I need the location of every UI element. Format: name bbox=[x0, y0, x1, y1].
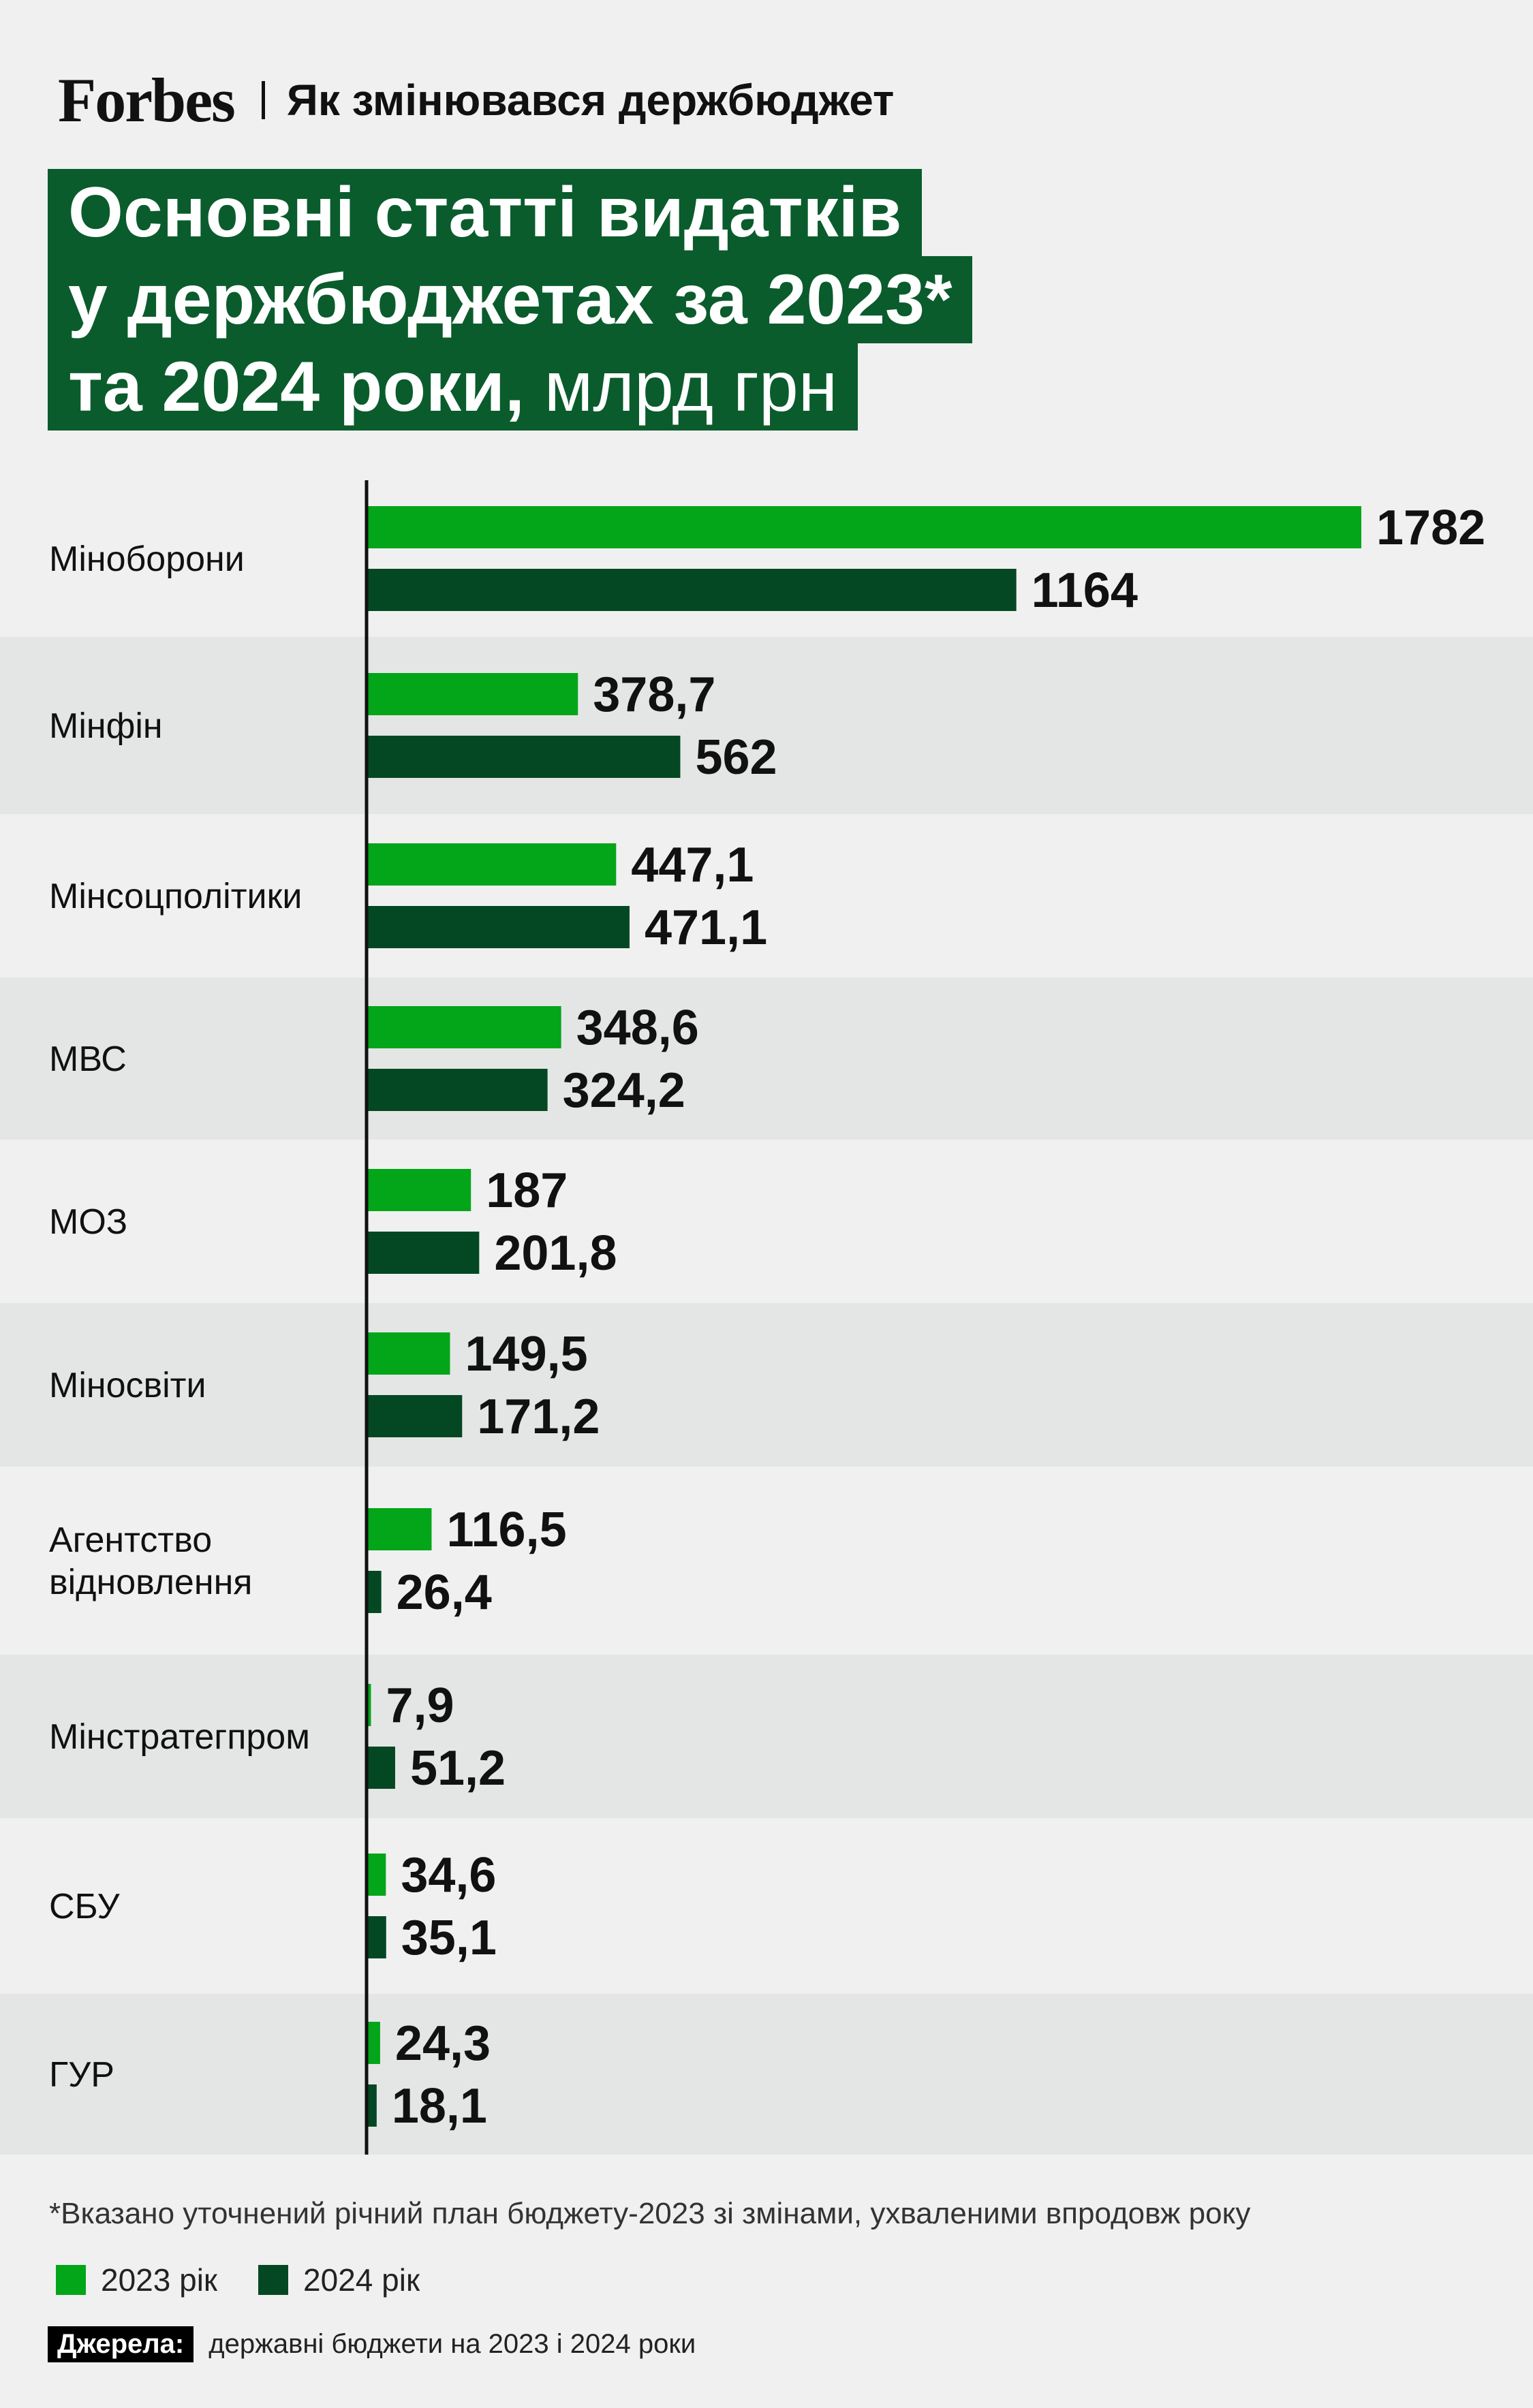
value-label-2024: 1164 bbox=[1032, 563, 1138, 618]
value-label-2024: 324,2 bbox=[563, 1063, 685, 1118]
source-text: державні бюджети на 2023 і 2024 роки bbox=[208, 2329, 696, 2359]
value-label-2024: 471,1 bbox=[645, 901, 767, 955]
title-line-3-main: та 2024 роки, bbox=[68, 347, 525, 426]
legend-swatch-2024 bbox=[258, 2265, 289, 2295]
value-label-2024: 26,4 bbox=[397, 1565, 492, 1620]
bar-2023 bbox=[367, 1684, 371, 1726]
value-label-2023: 24,3 bbox=[395, 2016, 491, 2071]
value-label-2023: 348,6 bbox=[576, 1001, 699, 1055]
legend-label-2023: 2023 рік bbox=[101, 2262, 218, 2298]
legend-swatch-2023 bbox=[56, 2265, 86, 2295]
bar-2024 bbox=[367, 2084, 377, 2127]
legend-label-2024: 2024 рік bbox=[303, 2262, 420, 2298]
bar-2024 bbox=[367, 906, 630, 948]
title-line-2: у держбюджетах за 2023* bbox=[48, 256, 973, 343]
bar-2024 bbox=[367, 1747, 395, 1789]
row-band bbox=[0, 978, 1533, 1140]
value-label-2023: 1782 bbox=[1376, 501, 1485, 555]
bar-2023 bbox=[367, 1508, 432, 1550]
bar-2024 bbox=[367, 1916, 386, 1958]
bar-2024 bbox=[367, 1571, 382, 1613]
value-label-2024: 18,1 bbox=[392, 2079, 487, 2133]
category-label: МВС bbox=[49, 1039, 127, 1079]
row-band bbox=[0, 1303, 1533, 1467]
category-label: Агентство bbox=[49, 1520, 212, 1560]
bar-2023 bbox=[367, 1169, 471, 1211]
value-label-2024: 201,8 bbox=[494, 1226, 617, 1281]
category-label: МОЗ bbox=[49, 1202, 127, 1242]
legend-item-2024: 2024 рік bbox=[258, 2262, 420, 2298]
value-label-2023: 447,1 bbox=[631, 838, 754, 892]
footnote: *Вказано уточнений річний план бюджету-2… bbox=[49, 2197, 1251, 2230]
bar-2023 bbox=[367, 673, 578, 715]
title-unit: млрд грн bbox=[524, 347, 838, 426]
row-band bbox=[0, 1655, 1533, 1818]
row-band bbox=[0, 637, 1533, 814]
bar-2024 bbox=[367, 1395, 463, 1437]
forbes-logo: Forbes bbox=[58, 65, 236, 135]
category-label: Міноборони bbox=[49, 540, 245, 579]
value-label-2023: 378,7 bbox=[593, 668, 715, 722]
category-label: Мінфін bbox=[49, 706, 163, 746]
bar-2023 bbox=[367, 2022, 380, 2064]
value-label-2023: 7,9 bbox=[386, 1678, 454, 1733]
bar-2023 bbox=[367, 1854, 386, 1896]
bar-2024 bbox=[367, 736, 681, 778]
legend-item-2023: 2023 рік bbox=[56, 2262, 217, 2298]
bar-2024 bbox=[367, 569, 1017, 611]
category-label: Мінстратегпром bbox=[49, 1717, 310, 1757]
bar-2023 bbox=[367, 506, 1361, 548]
value-label-2024: 51,2 bbox=[410, 1741, 506, 1796]
chart-title: Основні статті видатків у держбюджетах з… bbox=[48, 169, 973, 431]
value-label-2024: 35,1 bbox=[401, 1911, 497, 1965]
source-label: Джерела: bbox=[48, 2326, 194, 2362]
header: Forbes Як змінювався держбюджет bbox=[58, 63, 894, 138]
row-band bbox=[0, 1994, 1533, 2155]
value-label-2023: 34,6 bbox=[401, 1848, 496, 1903]
title-line-3: та 2024 роки, млрд грн bbox=[48, 343, 858, 431]
value-label-2023: 187 bbox=[486, 1163, 568, 1218]
value-label-2023: 116,5 bbox=[446, 1503, 566, 1557]
bar-2024 bbox=[367, 1069, 548, 1111]
bar-chart: Міноборони 1782 1164 Мінфін 378,7 562 Мінсоцпо… bbox=[0, 480, 1533, 2155]
category-label: Мінсоцполітики bbox=[49, 877, 302, 916]
title-line-1: Основні статті видатків bbox=[48, 169, 923, 256]
category-label: ГУР bbox=[49, 2055, 114, 2095]
bar-2024 bbox=[367, 1232, 480, 1274]
bar-2023 bbox=[367, 843, 617, 886]
source: Джерела: державні бюджети на 2023 і 2024… bbox=[48, 2326, 696, 2362]
category-label: Міносвіти bbox=[49, 1366, 206, 1405]
bar-2023 bbox=[367, 1332, 450, 1375]
value-label-2024: 562 bbox=[695, 730, 777, 785]
value-label-2024: 171,2 bbox=[477, 1390, 600, 1444]
value-label-2023: 149,5 bbox=[465, 1327, 587, 1381]
header-subtitle: Як змінювався держбюджет bbox=[286, 76, 895, 125]
bar-2023 bbox=[367, 1006, 561, 1048]
header-divider bbox=[261, 81, 265, 119]
legend: 2023 рік 2024 рік bbox=[56, 2262, 461, 2298]
category-label: відновлення bbox=[49, 1563, 252, 1602]
category-label: СБУ bbox=[49, 1887, 120, 1926]
